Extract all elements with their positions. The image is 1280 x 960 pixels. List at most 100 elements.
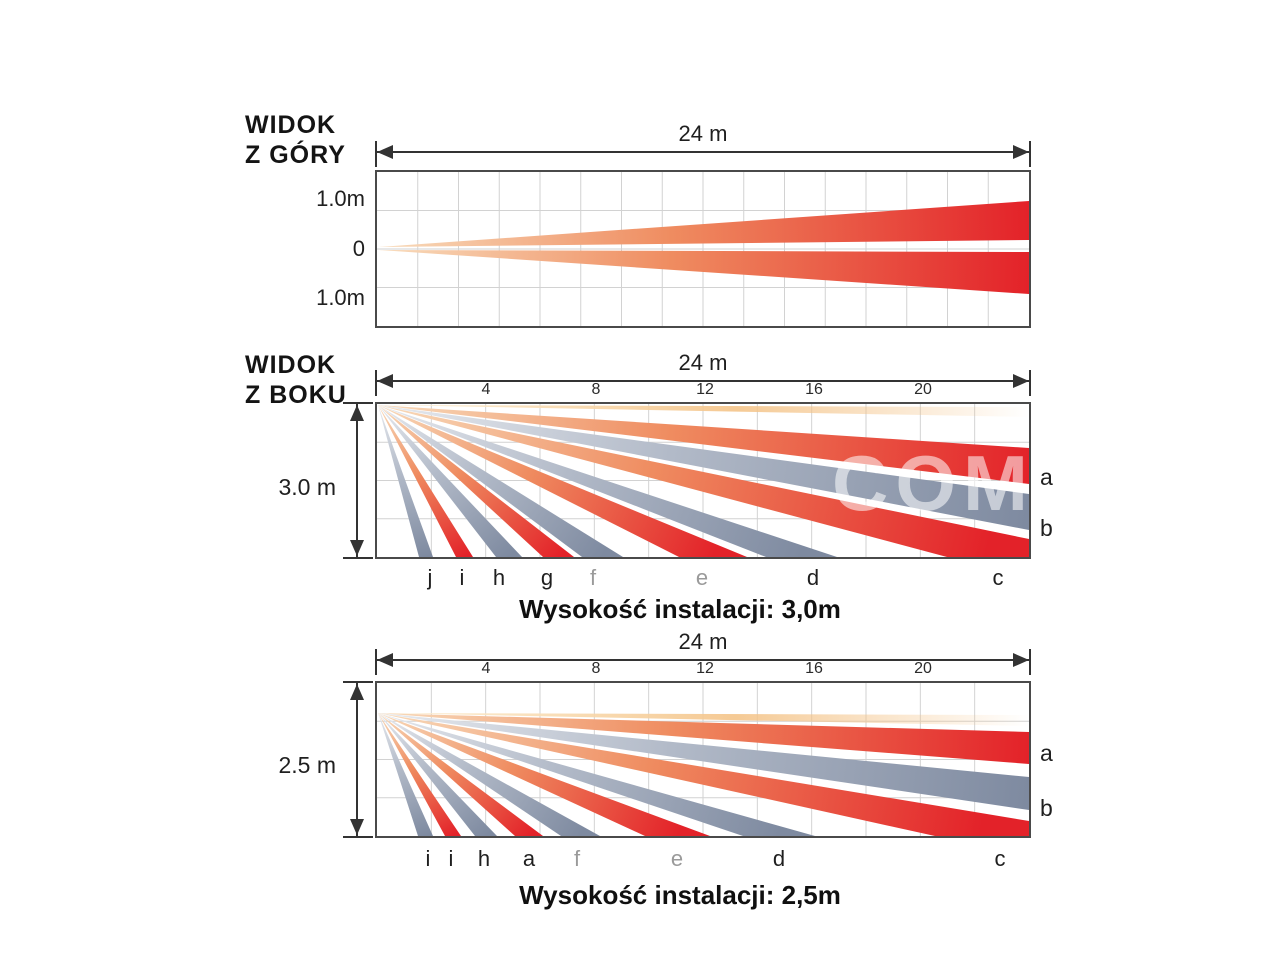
- zone-letter: g: [540, 565, 554, 590]
- dimension-endbar: [343, 402, 373, 404]
- distance-tick-label: 8: [591, 660, 601, 677]
- height-arrow-2-5m: [343, 681, 373, 838]
- detection-beam-zone-f: [378, 713, 600, 836]
- zone-letter: f: [589, 565, 597, 590]
- detection-beam-zone-upper: [379, 201, 1029, 247]
- arrowhead-up-icon: [350, 405, 364, 421]
- dimension-arrow-top-view: 24 m: [375, 121, 1031, 167]
- zone-letter: i: [448, 846, 454, 871]
- detection-beam-zone-d: [378, 405, 837, 557]
- detection-beam: [378, 713, 1029, 726]
- dimension-endbar: [343, 681, 373, 683]
- detection-beam-zone-b: [378, 713, 1029, 810]
- height-label-2-5m: 2.5 m: [278, 752, 336, 778]
- zone-letter: c: [992, 565, 1004, 590]
- dimension-endbar: [1029, 370, 1031, 396]
- detection-beam-zone-c: [378, 405, 1029, 557]
- dimension-endbar: [375, 141, 377, 167]
- zone-letter: h: [477, 846, 491, 871]
- detection-beam-zone-h: [378, 713, 497, 836]
- dimension-line: [376, 380, 1030, 382]
- top-view-beams-chart: [377, 172, 1029, 326]
- arrowhead-up-icon: [350, 684, 364, 700]
- detection-beam-zone-g: [378, 405, 574, 557]
- distance-ticks-3m: 4 8 12 16 20: [377, 381, 1033, 401]
- detection-beam-zone-b: [378, 405, 1029, 530]
- wall-zone-label: a: [1040, 464, 1053, 490]
- detection-beam-zone-e: [378, 713, 710, 836]
- detection-beam-zone-lower: [379, 250, 1029, 294]
- side-view-panel-2-5m: [375, 681, 1031, 838]
- detection-beam-zone-e: [378, 405, 747, 557]
- arrowhead-left-icon: [377, 374, 393, 388]
- caption-installation-height-3m: Wysokość instalacji: 3,0m: [519, 594, 841, 624]
- side-view-beams-chart-3m: [377, 404, 1029, 557]
- arrowhead-left-icon: [377, 653, 393, 667]
- height-label-3m: 3.0 m: [278, 474, 336, 500]
- zone-letter: e: [695, 565, 709, 590]
- detection-beam-zone-c: [378, 713, 1029, 836]
- zone-letter: i: [459, 565, 465, 590]
- top-view-title-line2: Z GÓRY: [245, 141, 346, 169]
- top-view-ylabel-zero: 0: [352, 236, 365, 261]
- side-view-panel-3m: [375, 402, 1031, 559]
- detection-beam-zone-j: [378, 405, 433, 557]
- distance-tick-label: 12: [696, 381, 714, 398]
- dimension-endbar: [1029, 141, 1031, 167]
- zone-letter: f: [573, 846, 581, 871]
- arrowhead-left-icon: [377, 145, 393, 159]
- distance-tick-label: 20: [914, 381, 932, 398]
- arrowhead-right-icon: [1013, 653, 1029, 667]
- distance-tick-label: 4: [481, 660, 491, 677]
- side-view-title-line1: WIDOK: [245, 351, 337, 379]
- dimension-label-side-view-2-5m: 24 m: [678, 629, 728, 654]
- side-view-title: WIDOK Z BOKU: [245, 350, 347, 410]
- distance-tick-label: 4: [481, 381, 491, 398]
- distance-ticks-2-5m: 4 8 12 16 20: [377, 660, 1033, 680]
- detection-beam-zone-g: [378, 713, 543, 836]
- dimension-endbar: [343, 557, 373, 559]
- top-view-panel: [375, 170, 1031, 328]
- side-view-beams-chart-2-5m: [377, 683, 1029, 836]
- top-view-title: WIDOK Z GÓRY: [245, 110, 346, 170]
- dimension-endbar: [375, 370, 377, 396]
- detection-beam-zone-d: [378, 713, 815, 836]
- zone-letter: d: [806, 565, 820, 590]
- side-view-title-line2: Z BOKU: [245, 381, 347, 409]
- zone-letter: h: [492, 565, 506, 590]
- dimension-line: [376, 659, 1030, 661]
- zone-letter: j: [427, 565, 433, 590]
- detection-beam-zone-f: [378, 405, 623, 557]
- height-arrow-3m: [343, 402, 373, 559]
- dimension-endbar: [343, 836, 373, 838]
- arrowhead-right-icon: [1013, 374, 1029, 388]
- caption-installation-height-2-5m: Wysokość instalacji: 2,5m: [519, 880, 841, 910]
- top-view-ylabel-upper: 1.0m: [316, 186, 365, 211]
- arrowhead-down-icon: [350, 819, 364, 835]
- zone-letter: a: [522, 846, 536, 871]
- dimension-line: [356, 683, 358, 836]
- dimension-endbar: [1029, 649, 1031, 675]
- zone-letter: d: [772, 846, 786, 871]
- detection-beam-zone-a: [378, 713, 1029, 764]
- detection-beam-zone-i: [378, 713, 461, 836]
- top-view-ylabel-lower: 1.0m: [316, 285, 365, 310]
- zone-letter: c: [994, 846, 1006, 871]
- distance-tick-label: 8: [591, 381, 601, 398]
- detection-beam-zone-h: [378, 405, 522, 557]
- dimension-arrow-side-view-2-5m: 24 m: [375, 629, 1031, 675]
- arrowhead-down-icon: [350, 540, 364, 556]
- zone-letter: e: [670, 846, 684, 871]
- distance-tick-label: 12: [696, 660, 714, 677]
- dimension-endbar: [375, 649, 377, 675]
- distance-tick-label: 20: [914, 660, 932, 677]
- detection-beam-zone-a: [378, 405, 1029, 484]
- zone-letter: i: [425, 846, 431, 871]
- detection-beam-zone-j: [378, 713, 433, 836]
- distance-tick-label: 16: [805, 660, 823, 677]
- wall-zone-label: b: [1040, 515, 1053, 541]
